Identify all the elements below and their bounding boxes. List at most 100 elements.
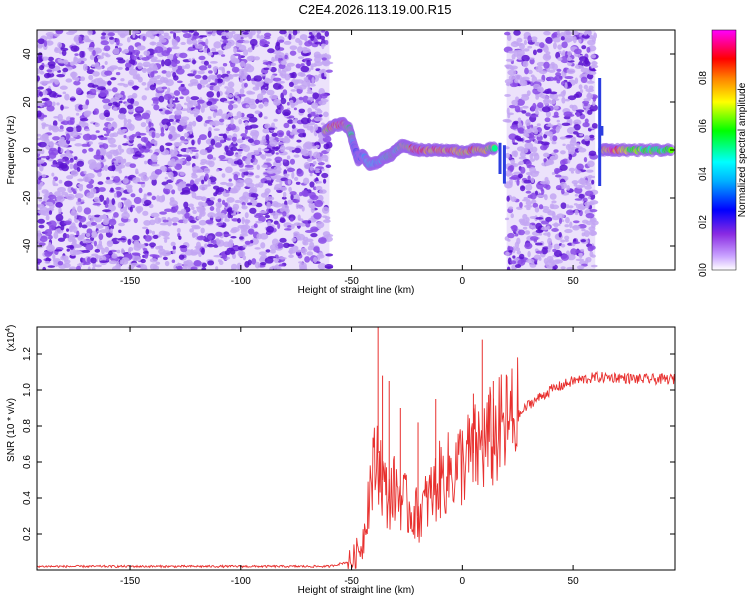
noise-speck	[209, 121, 216, 126]
noise-speck	[264, 180, 274, 184]
noise-speck	[201, 262, 207, 268]
noise-speck	[286, 167, 296, 173]
noise-speck	[201, 179, 205, 185]
colorbar-tick-label: 0.2	[698, 215, 709, 229]
noise-speck	[227, 207, 233, 213]
noise-speck	[215, 206, 221, 214]
noise-speck	[218, 66, 225, 71]
noise-speck	[282, 159, 287, 163]
noise-speck	[115, 186, 122, 191]
noise-speck	[226, 70, 231, 74]
noise-speck	[163, 124, 168, 129]
noise-speck	[107, 32, 116, 37]
noise-speck	[555, 125, 561, 133]
noise-speck	[290, 131, 294, 136]
noise-speck	[140, 264, 148, 270]
noise-speck	[195, 152, 199, 160]
noise-speck	[135, 168, 139, 175]
noise-speck	[313, 246, 320, 253]
noise-speck	[215, 231, 223, 237]
noise-speck	[565, 204, 570, 209]
noise-speck	[75, 200, 81, 206]
noise-speck	[142, 35, 146, 42]
noise-speck	[238, 44, 247, 51]
noise-speck	[196, 216, 202, 220]
noise-speck	[172, 249, 176, 255]
noise-speck	[504, 181, 513, 189]
noise-speck	[73, 36, 78, 42]
noise-speck	[95, 224, 104, 229]
noise-speck	[556, 68, 562, 72]
noise-speck	[560, 243, 566, 248]
noise-speck	[592, 100, 596, 107]
noise-speck	[565, 217, 570, 224]
noise-speck	[585, 169, 594, 173]
noise-speck	[100, 40, 109, 46]
noise-speck	[150, 71, 155, 78]
noise-speck	[128, 247, 134, 252]
noise-speck	[159, 165, 168, 173]
noise-speck	[279, 207, 288, 213]
noise-speck	[299, 73, 306, 77]
noise-speck	[551, 212, 556, 218]
noise-speck	[141, 226, 148, 230]
noise-speck	[141, 171, 148, 177]
noise-speck	[586, 256, 592, 263]
noise-speck	[39, 181, 44, 187]
noise-speck	[256, 30, 262, 35]
noise-speck	[132, 254, 141, 262]
noise-speck	[70, 71, 78, 78]
noise-speck	[529, 236, 539, 241]
noise-speck	[302, 241, 309, 246]
noise-speck	[222, 233, 231, 237]
noise-speck	[250, 193, 259, 198]
noise-speck	[535, 229, 544, 234]
noise-speck	[272, 82, 282, 90]
noise-speck	[269, 94, 279, 100]
noise-speck	[323, 143, 330, 150]
noise-speck	[564, 82, 568, 90]
noise-speck	[151, 131, 156, 139]
noise-speck	[50, 246, 54, 251]
noise-speck	[224, 91, 230, 95]
spectrogram-panel: -150 -100 -50 0 50 -40 -20 0 20 40 Height of str…	[6, 29, 676, 296]
noise-speck	[241, 224, 251, 230]
noise-speck	[183, 201, 189, 209]
noise-speck	[264, 257, 274, 264]
noise-speck	[545, 216, 553, 222]
noise-speck	[199, 149, 208, 156]
noise-speck	[188, 146, 197, 150]
noise-speck	[274, 44, 281, 51]
noise-speck	[588, 150, 597, 156]
noise-speck	[62, 67, 69, 73]
noise-speck	[310, 194, 319, 201]
noise-speck	[149, 84, 156, 91]
noise-speck	[283, 136, 290, 143]
noise-speck	[523, 179, 532, 184]
noise-speck	[321, 43, 325, 50]
noise-speck	[151, 195, 157, 201]
noise-speck	[254, 151, 260, 155]
noise-speck	[589, 209, 598, 213]
noise-speck	[213, 66, 218, 74]
noise-speck	[288, 30, 293, 34]
noise-speck	[61, 191, 69, 196]
noise-speck	[227, 81, 235, 88]
noise-speck	[91, 266, 96, 270]
noise-speck	[530, 152, 539, 157]
noise-speck	[179, 171, 185, 176]
noise-speck	[267, 64, 271, 68]
noise-speck	[138, 187, 143, 194]
noise-speck	[239, 88, 245, 95]
noise-speck	[38, 224, 45, 229]
spectrogram-x-label: Height of straight line (km)	[298, 285, 415, 296]
snr-x-axis: -150 -100 -50 0 50	[120, 327, 579, 587]
noise-speck	[227, 123, 236, 131]
noise-speck	[241, 216, 245, 225]
noise-speck	[264, 214, 271, 219]
noise-speck	[313, 256, 318, 263]
noise-speck	[543, 98, 550, 106]
noise-speck	[219, 181, 228, 185]
noise-speck	[578, 84, 583, 90]
noise-speck	[209, 61, 218, 64]
